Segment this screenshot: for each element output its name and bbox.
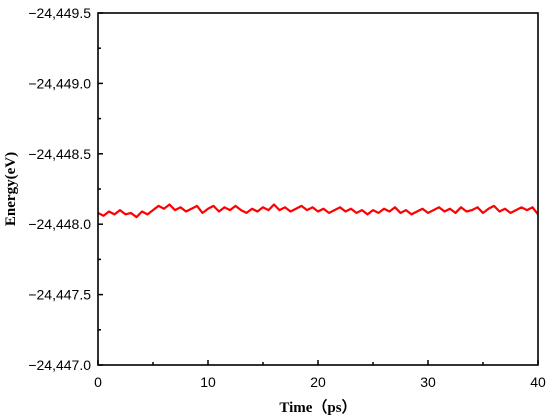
- y-axis-ticks: −24,449.5 −24,449.0 −24,448.5 −24,448.0 −24,…: [28, 5, 103, 373]
- y-tick-label: −24,448.0: [28, 216, 91, 232]
- y-tick-label: −24,448.5: [28, 146, 91, 162]
- y-axis-title: Energy(eV): [3, 152, 19, 226]
- y-tick-label: −24,447.5: [28, 287, 91, 303]
- x-tick-label: 10: [200, 374, 216, 390]
- x-axis-title: Time（ps）: [279, 398, 356, 416]
- y-tick-label: −24,447.0: [28, 357, 91, 373]
- x-tick-label: 20: [310, 374, 326, 390]
- x-tick-label: 40: [530, 374, 546, 390]
- x-tick-label: 30: [420, 374, 436, 390]
- y-tick-label: −24,449.5: [28, 5, 91, 21]
- plot-area-frame: [97, 12, 539, 366]
- energy-series-line: [97, 203, 539, 219]
- y-tick-label: −24,449.0: [28, 75, 91, 91]
- x-tick-label: 0: [94, 374, 102, 390]
